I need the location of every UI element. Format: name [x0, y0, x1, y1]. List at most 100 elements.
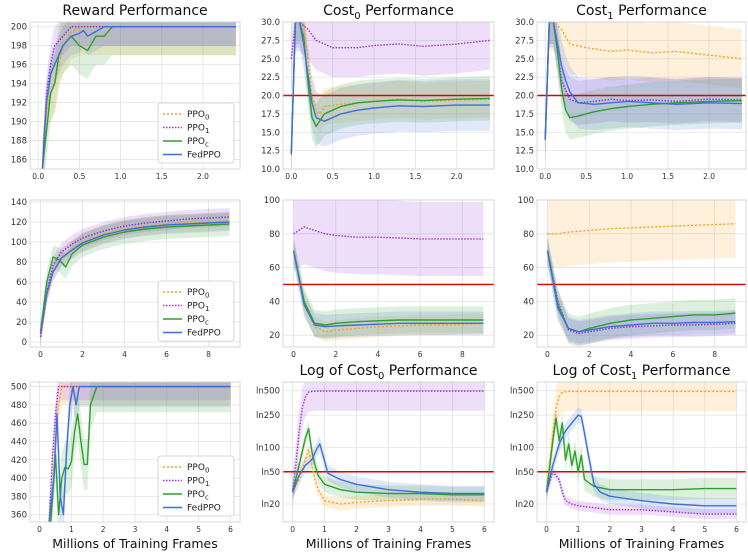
- series-fedppo: [291, 443, 485, 495]
- series-ppo-c: [41, 26, 236, 169]
- band-ppo-1: [291, 22, 490, 89]
- x-tick-label: 4: [164, 525, 169, 534]
- series-fedppo: [290, 22, 490, 155]
- x-tick-label: 4: [671, 525, 676, 534]
- x-tick-label: 4: [629, 350, 634, 359]
- x-tick-label: 2: [587, 350, 592, 359]
- y-tick-label: 80: [269, 230, 280, 240]
- chart-title: Cost1 Performance: [576, 3, 707, 22]
- y-tick-label: 190: [11, 118, 27, 128]
- y-tick-label: 196: [11, 61, 27, 71]
- y-tick-label: ln100: [510, 443, 534, 453]
- y-tick-label: 27.5: [261, 36, 280, 46]
- y-tick-label: 60: [523, 264, 534, 274]
- x-tick-label: 0: [37, 525, 42, 534]
- x-tick-label: 1.0: [368, 172, 380, 181]
- legend-label: PPO1: [187, 477, 209, 489]
- band-ppo-c: [50, 382, 231, 522]
- y-tick-label: 25.0: [261, 55, 280, 65]
- band-fedppo: [293, 238, 484, 339]
- x-tick-label: 2: [354, 525, 359, 534]
- panel-r0c1: 0.0 0.5 1.0 1.5 2.0 10.0 12.5 15.0 17.5 20.0 22.5 2…: [261, 3, 495, 181]
- legend-box: [157, 280, 235, 342]
- y-tick-label: ln50: [261, 468, 280, 478]
- plot-frame: [29, 199, 241, 348]
- panel-r2c2: 0 1 2 3 4 5 6 ln20 ln50 ln100 ln250 ln500 Log of Cos…: [510, 363, 747, 551]
- y-tick-label: 194: [11, 80, 27, 90]
- y-tick-label: 40: [523, 297, 534, 307]
- y-tick-label: 17.5: [515, 110, 534, 120]
- y-tick-label: 420: [11, 456, 27, 466]
- x-tick-label: 0.5: [327, 172, 339, 181]
- y-tick-label: ln500: [256, 387, 280, 397]
- band-ppo-1: [546, 466, 737, 520]
- x-tick-label: 0.0: [539, 172, 551, 181]
- y-tick-label: 17.5: [261, 110, 280, 120]
- x-tick-label: 2: [607, 525, 612, 534]
- y-tick-label: 200: [11, 23, 27, 33]
- plot-frame: [536, 199, 747, 348]
- chart-grid: 0.0 0.5 1.0 1.5 2.0186188190192194196198200R…: [11, 3, 747, 551]
- y-tick-label: 500: [11, 383, 27, 393]
- x-axis-label: Millions of Training Frames: [559, 536, 725, 551]
- band-ppo-0: [293, 240, 484, 342]
- y-tick-label: 20: [269, 331, 280, 341]
- y-tick-label: 400: [11, 474, 27, 484]
- series-ppo-1: [546, 250, 736, 335]
- band-ppo-1: [49, 382, 231, 522]
- legend-label: PPO0: [187, 110, 209, 122]
- panel-r1c0: 0 2 4 6 8020406080100120140PPO0PPO1PPOcFedPP…: [11, 198, 241, 359]
- y-tick-label: 40: [269, 297, 280, 307]
- chart-title: Log of Cost0 Performance: [299, 363, 477, 382]
- series-fedppo: [48, 385, 231, 522]
- y-tick-label: 40: [16, 298, 27, 308]
- y-tick-label: 27.5: [515, 36, 534, 46]
- x-tick-label: 6: [164, 350, 169, 359]
- plot-frame: [536, 381, 747, 523]
- band-ppo-1: [545, 22, 742, 162]
- legend-label: PPOc: [187, 137, 209, 149]
- y-tick-label: 192: [11, 99, 27, 109]
- band-ppo-c: [545, 22, 742, 162]
- panel-r0c2: 0.0 0.5 1.0 1.5 2.0 10.0 12.5 15.0 17.5 20.0 22.5 2…: [515, 3, 747, 181]
- y-tick-label: ln20: [261, 500, 280, 510]
- panel-r2c0: 0 1 2 3 4 5 6 360 380 400 420 440 460 480 500 Millions …: [11, 381, 241, 551]
- legend-label: PPO1: [187, 124, 209, 136]
- x-tick-label: 4: [418, 525, 423, 534]
- band-ppo-c: [292, 420, 485, 503]
- y-tick-label: 22.5: [261, 73, 280, 83]
- chart-title: Cost0 Performance: [323, 3, 454, 22]
- legend-label: PPO0: [187, 288, 209, 300]
- legend-label: FedPPO: [187, 151, 221, 161]
- y-tick-label: 80: [16, 258, 27, 268]
- x-tick-label: 0.0: [32, 172, 44, 181]
- plot-frame: [282, 381, 495, 523]
- series-ppo-1: [290, 22, 490, 59]
- x-tick-label: 2.0: [703, 172, 715, 181]
- x-tick-label: 3: [133, 525, 138, 534]
- x-tick-label: 1.0: [115, 172, 127, 181]
- y-tick-label: ln50: [515, 468, 534, 478]
- y-tick-label: 480: [11, 401, 27, 411]
- series-ppo-1: [39, 216, 230, 338]
- y-tick-label: 460: [11, 419, 27, 429]
- band-ppo-c: [42, 22, 236, 169]
- x-tick-label: 2.0: [451, 172, 463, 181]
- plot-frame: [282, 199, 495, 348]
- x-tick-label: 1.5: [662, 172, 674, 181]
- panel-r2c1: 0 1 2 3 4 5 6 ln20 ln50 ln100 ln250 ln500 Log of Cos…: [256, 363, 495, 551]
- band-ppo-c: [40, 212, 230, 344]
- y-tick-label: 120: [11, 218, 27, 228]
- y-tick-label: 20: [16, 318, 27, 328]
- x-tick-label: 1.5: [156, 172, 168, 181]
- x-tick-label: 6: [228, 525, 233, 534]
- series-fedppo: [546, 250, 736, 333]
- y-tick-label: ln250: [256, 411, 280, 421]
- x-tick-label: 0.5: [73, 172, 85, 181]
- x-tick-label: 3: [639, 525, 644, 534]
- plot-frame: [29, 381, 241, 523]
- y-tick-label: 12.5: [261, 147, 280, 157]
- x-tick-label: 1: [322, 525, 327, 534]
- x-tick-label: 0.0: [285, 172, 297, 181]
